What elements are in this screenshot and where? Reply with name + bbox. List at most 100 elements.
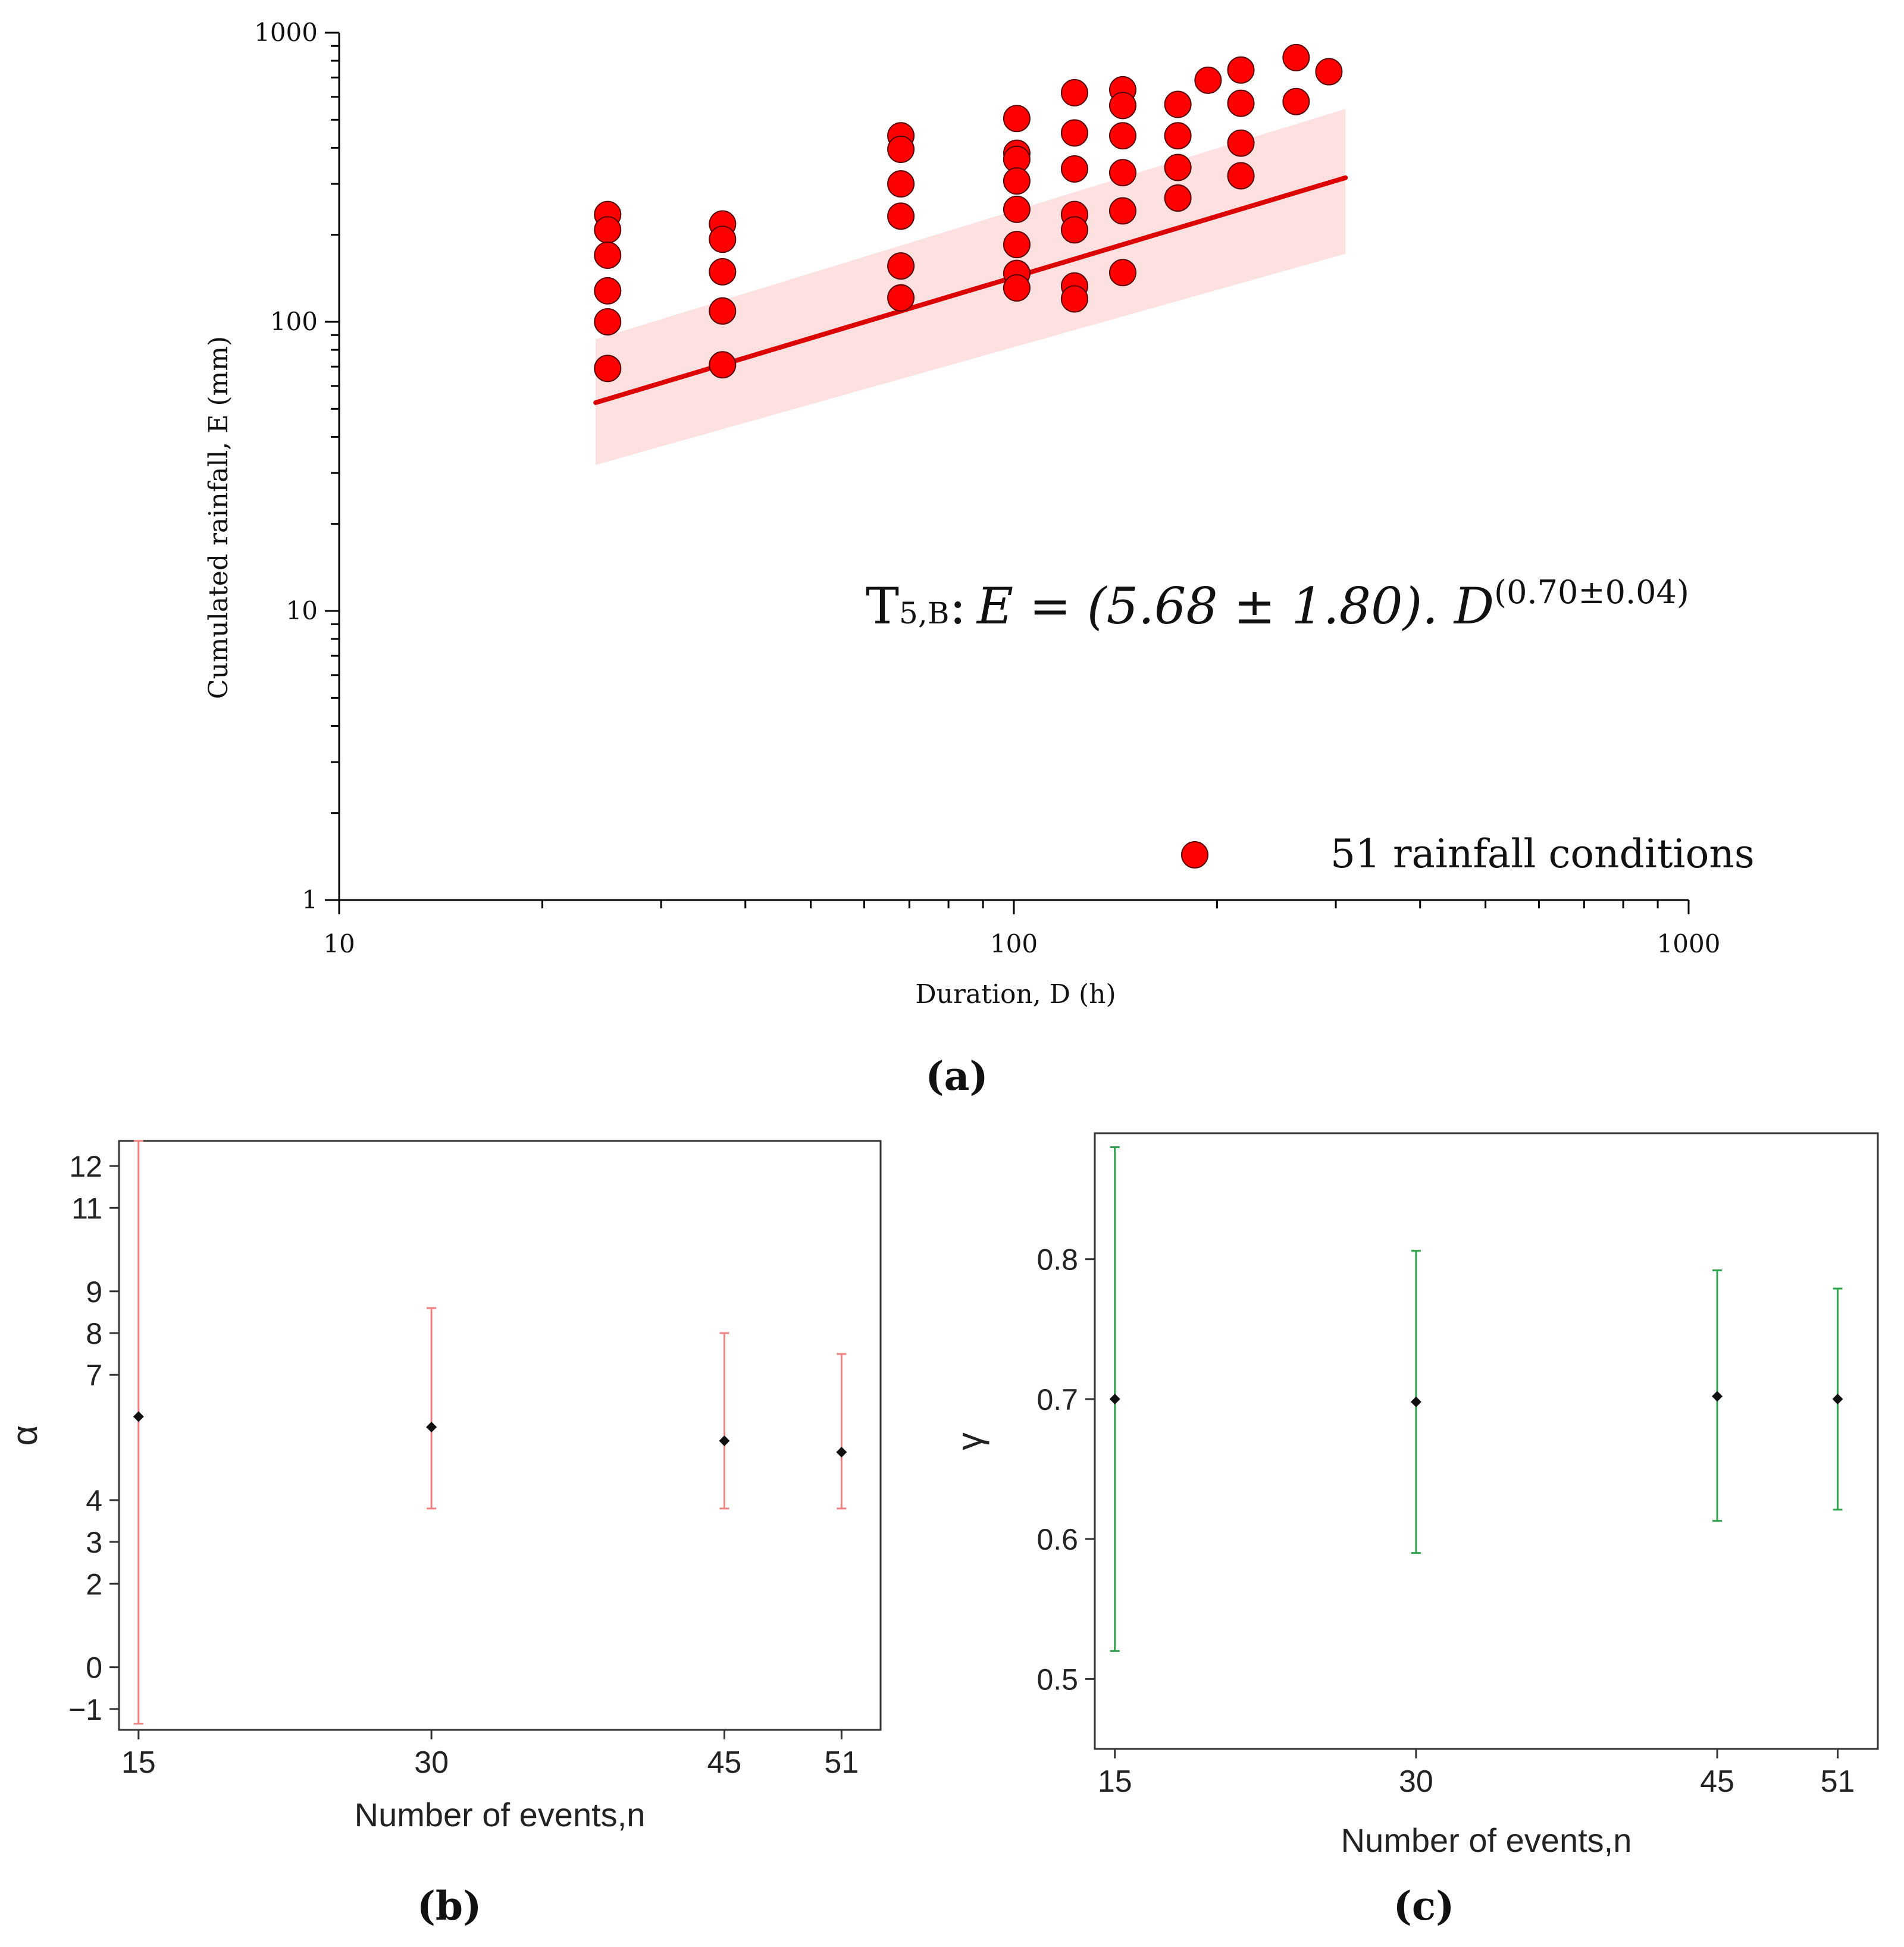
a-data-point — [1194, 66, 1222, 94]
b-y-tick-label: 0 — [86, 1651, 102, 1685]
a-data-point — [1003, 231, 1031, 259]
a-axes-layer — [325, 32, 1690, 914]
a-data-point — [1060, 119, 1088, 147]
a-data-point — [887, 170, 915, 198]
b-estimate-point — [426, 1421, 437, 1432]
c-marks-layer — [1109, 1146, 1843, 1652]
a-data-point — [1108, 122, 1136, 150]
c-estimate-point — [1410, 1396, 1421, 1407]
c-estimate-point — [1832, 1393, 1843, 1404]
a-data-point — [1060, 285, 1088, 313]
a-data-point — [709, 351, 737, 379]
a-data-point — [1227, 89, 1255, 117]
b-y-tick-label: 4 — [86, 1484, 102, 1518]
a-data-point — [709, 225, 737, 253]
a-data-point — [1003, 274, 1031, 302]
a-data-point — [1282, 43, 1310, 71]
b-x-tick-label: 15 — [121, 1745, 156, 1780]
a-data-point — [1003, 195, 1031, 223]
c-panel-label: (c) — [1393, 1883, 1455, 1929]
a-data-point — [1060, 79, 1088, 106]
b-y-tick-label: −1 — [68, 1693, 102, 1726]
a-legend-text: 51 rainfall conditions — [1330, 831, 1755, 877]
c-estimate-point — [1712, 1391, 1723, 1402]
a-line-layer — [593, 175, 1348, 405]
b-y-tick-label: 2 — [86, 1567, 102, 1601]
a-data-point — [1164, 153, 1192, 181]
b-plot-frame — [118, 1140, 882, 1731]
b-ticks-layer: 15 30 45 51 −1 0 2 3 4 7 8 9 11 12 — [68, 1150, 859, 1780]
b-y-tick-label: 12 — [69, 1150, 102, 1183]
a-equation-lhs: T — [866, 577, 899, 635]
c-x-tick-label: 30 — [1399, 1764, 1433, 1799]
a-data-point — [594, 355, 622, 382]
c-plot-frame — [1094, 1132, 1879, 1750]
a-band-layer — [596, 109, 1346, 465]
b-estimate-point — [836, 1447, 847, 1458]
a-y-tick-label: 10 — [286, 596, 318, 625]
b-estimate-point — [719, 1435, 730, 1447]
c-y-axis-label: γ — [950, 1432, 989, 1450]
c-y-tick-label: 0.8 — [1036, 1243, 1078, 1277]
a-data-point — [1164, 90, 1192, 118]
c-x-tick-label: 15 — [1098, 1764, 1132, 1799]
a-equation-sep: : — [949, 577, 966, 635]
a-data-point — [594, 277, 622, 305]
a-y-tick-label: 100 — [270, 307, 318, 336]
a-confidence-band — [596, 109, 1346, 465]
c-ticks-layer: 15 30 45 51 0.5 0.6 0.7 0.8 — [1036, 1243, 1855, 1799]
a-x-tick-label: 100 — [990, 929, 1038, 958]
a-data-point — [1282, 87, 1310, 115]
a-data-point — [1227, 56, 1255, 84]
b-x-tick-label: 30 — [414, 1745, 449, 1780]
b-x-axis-label: Number of events,n — [355, 1796, 646, 1833]
a-data-point — [709, 258, 737, 286]
a-data-point — [1164, 184, 1192, 212]
a-points-layer — [594, 43, 1343, 382]
c-y-tick-label: 0.5 — [1036, 1663, 1078, 1696]
a-y-tick-label: 1000 — [254, 18, 318, 47]
a-data-point — [1227, 162, 1255, 190]
a-data-point — [1108, 259, 1136, 287]
b-y-tick-label: 11 — [71, 1192, 102, 1225]
a-data-point — [887, 284, 915, 312]
a-equation-body: E = (5.68 ± 1.80). D — [976, 577, 1494, 635]
c-x-tick-label: 45 — [1700, 1764, 1734, 1799]
a-data-point — [1108, 159, 1136, 187]
a-data-point — [1108, 197, 1136, 225]
c-y-tick-label: 0.6 — [1036, 1523, 1078, 1556]
a-legend-marker — [1181, 841, 1208, 869]
a-x-tick-label: 1000 — [1657, 929, 1721, 958]
a-x-tick-label: 10 — [323, 929, 355, 958]
a-equation-exponent: (0.70±0.04) — [1494, 573, 1689, 611]
a-y-axis-label: Cumulated rainfall, E (mm) — [203, 336, 234, 699]
a-equation: T5,B: E = (5.68 ± 1.80). D(0.70±0.04) — [866, 573, 1689, 635]
c-estimate-point — [1109, 1393, 1120, 1404]
b-y-tick-label: 9 — [86, 1275, 102, 1309]
b-y-tick-label: 7 — [86, 1359, 102, 1392]
a-y-tick-label: 1 — [302, 885, 318, 914]
a-threshold-line — [593, 175, 1348, 405]
b-panel-label: (b) — [417, 1883, 482, 1929]
a-panel-label: (a) — [925, 1053, 988, 1099]
b-y-tick-label: 3 — [86, 1526, 102, 1559]
panel-b-chart: 15 30 45 51 −1 0 2 3 4 7 8 9 11 12 Number of events,n… — [5, 1140, 882, 1929]
a-data-point — [887, 252, 915, 280]
b-marks-layer — [133, 1140, 847, 1725]
a-data-point — [1060, 155, 1088, 183]
a-data-point — [709, 297, 737, 325]
a-data-point — [1060, 216, 1088, 244]
a-data-point — [887, 202, 915, 230]
a-data-point — [1108, 92, 1136, 120]
a-data-point — [594, 216, 622, 244]
a-data-point — [887, 136, 915, 164]
panel-c-chart: 15 30 45 510.50.60.70.8 Number of events,n … — [950, 1132, 1879, 1929]
b-x-tick-label: 51 — [824, 1745, 859, 1780]
a-data-point — [1003, 105, 1031, 133]
b-y-axis-label: α — [5, 1425, 45, 1446]
c-y-tick-label: 0.7 — [1036, 1383, 1078, 1416]
b-x-tick-label: 45 — [707, 1745, 742, 1780]
a-data-point — [1003, 167, 1031, 195]
